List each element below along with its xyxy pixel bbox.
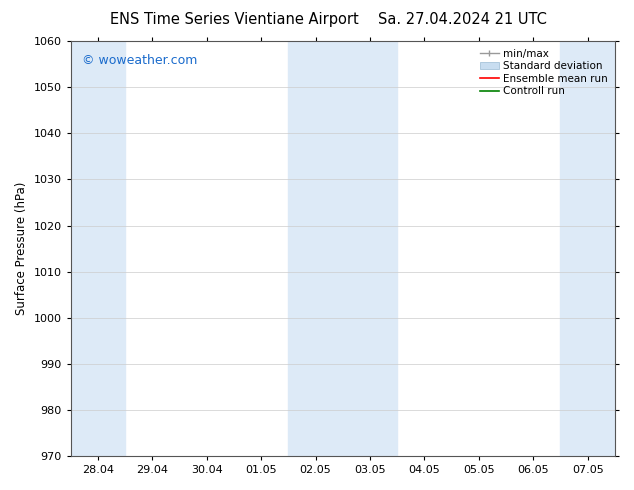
Y-axis label: Surface Pressure (hPa): Surface Pressure (hPa) bbox=[15, 182, 28, 315]
Text: © woweather.com: © woweather.com bbox=[82, 54, 197, 67]
Bar bbox=[288, 41, 397, 456]
Legend: min/max, Standard deviation, Ensemble mean run, Controll run: min/max, Standard deviation, Ensemble me… bbox=[478, 47, 610, 98]
Text: ENS Time Series Vientiane Airport: ENS Time Series Vientiane Airport bbox=[110, 12, 359, 27]
Bar bbox=[71, 41, 125, 456]
Bar bbox=[560, 41, 615, 456]
Text: Sa. 27.04.2024 21 UTC: Sa. 27.04.2024 21 UTC bbox=[378, 12, 547, 27]
